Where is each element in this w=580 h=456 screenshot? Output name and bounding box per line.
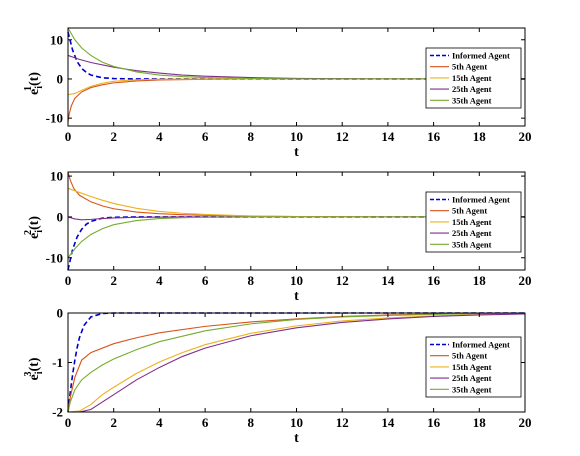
x-tick-label: 14 (381, 273, 395, 288)
x-tick-label: 6 (202, 129, 209, 144)
x-tick-label: 4 (156, 273, 163, 288)
legend-label: 35th Agent (452, 384, 492, 394)
x-tick-label: 16 (427, 273, 441, 288)
x-tick-label: 12 (336, 415, 349, 430)
legend-label: 5th Agent (452, 206, 487, 216)
x-tick-label: 18 (473, 129, 487, 144)
legend-label: 15th Agent (452, 217, 492, 227)
series-line-35th-agent (67, 216, 525, 259)
legend-label: 35th Agent (452, 95, 492, 105)
x-tick-label: 10 (290, 273, 303, 288)
x-tick-label: 18 (473, 273, 487, 288)
x-tick-label: 20 (519, 415, 532, 430)
series-line-25th-agent (67, 216, 525, 221)
x-tick-label: 20 (519, 129, 532, 144)
legend-label: 35th Agent (452, 239, 492, 249)
y-axis-label: ei1(t) (23, 72, 45, 95)
legend-label: Informed Agent (452, 51, 510, 61)
y-tick-label: -10 (46, 250, 63, 265)
series-line-25th-agent (68, 313, 526, 413)
x-tick-label: 18 (473, 415, 487, 430)
x-tick-label: 0 (65, 129, 72, 144)
y-axis-label-sup: 2 (23, 230, 34, 235)
legend-label: 25th Agent (452, 373, 492, 383)
x-tick-label: 2 (110, 273, 117, 288)
y-axis-label-arg: (t) (27, 216, 42, 230)
legend-label: Informed Agent (452, 340, 510, 350)
y-tick-label: 0 (57, 306, 64, 321)
y-axis-label-arg: (t) (27, 357, 42, 371)
x-tick-label: 8 (248, 415, 255, 430)
x-axis-label: t (294, 145, 299, 160)
x-tick-label: 0 (65, 415, 72, 430)
legend-label: 15th Agent (452, 362, 492, 372)
y-tick-label: -1 (52, 355, 63, 370)
legend-label: 5th Agent (452, 62, 487, 72)
y-axis-label-arg: (t) (27, 72, 42, 86)
series-line-35th-agent (67, 312, 526, 413)
y-tick-label: 10 (50, 169, 63, 184)
chart-panel-3: 0 2 4 6 8 10 12 14 16 18 20 -2 -1 0 t ei3(t) Informed Ag… (23, 306, 532, 447)
x-tick-label: 6 (202, 415, 209, 430)
x-tick-label: 4 (156, 415, 163, 430)
y-axis-label-sup: 1 (23, 86, 34, 91)
y-axis-label-main: e (27, 89, 42, 95)
y-axis-label-main: e (27, 374, 42, 380)
legend-label: 5th Agent (452, 351, 487, 361)
x-tick-label: 14 (381, 415, 395, 430)
x-tick-label: 14 (381, 129, 395, 144)
x-tick-label: 2 (110, 415, 117, 430)
x-tick-label: 10 (290, 129, 303, 144)
y-axis-label: ei2(t) (23, 216, 45, 239)
y-tick-label: 0 (57, 209, 64, 224)
y-axis-label-sub: i (34, 230, 45, 233)
x-tick-label: 0 (65, 273, 72, 288)
legend-label: 15th Agent (452, 73, 492, 83)
x-tick-label: 2 (110, 129, 117, 144)
x-tick-label: 8 (248, 273, 255, 288)
y-tick-label: 0 (57, 71, 64, 86)
series-line-15th-agent (67, 78, 525, 96)
series-line-informed-agent (67, 31, 525, 80)
x-tick-label: 12 (336, 273, 349, 288)
y-axis-label-sub: i (34, 86, 45, 89)
x-tick-label: 16 (427, 129, 441, 144)
legend-label: Informed Agent (452, 195, 510, 205)
legend-label: 25th Agent (452, 84, 492, 94)
series-line-15th-agent (67, 312, 526, 413)
y-axis-label-sup: 3 (23, 372, 34, 377)
x-tick-label: 6 (202, 273, 209, 288)
y-tick-label: -2 (52, 405, 63, 420)
x-tick-label: 16 (427, 415, 441, 430)
x-axis-label: t (294, 431, 299, 446)
x-tick-label: 20 (519, 273, 532, 288)
y-axis-label: ei3(t) (23, 357, 45, 380)
y-axis-label-sub: i (34, 371, 45, 374)
x-axis-label: t (294, 289, 299, 304)
y-tick-label: -10 (46, 111, 63, 126)
x-tick-label: 10 (290, 415, 303, 430)
legend-label: 25th Agent (452, 228, 492, 238)
x-tick-label: 4 (156, 129, 163, 144)
x-tick-label: 8 (248, 129, 255, 144)
y-axis-label-main: e (27, 233, 42, 239)
y-tick-label: 10 (50, 32, 63, 47)
x-tick-label: 12 (336, 129, 349, 144)
series-line-35th-agent (67, 27, 525, 80)
